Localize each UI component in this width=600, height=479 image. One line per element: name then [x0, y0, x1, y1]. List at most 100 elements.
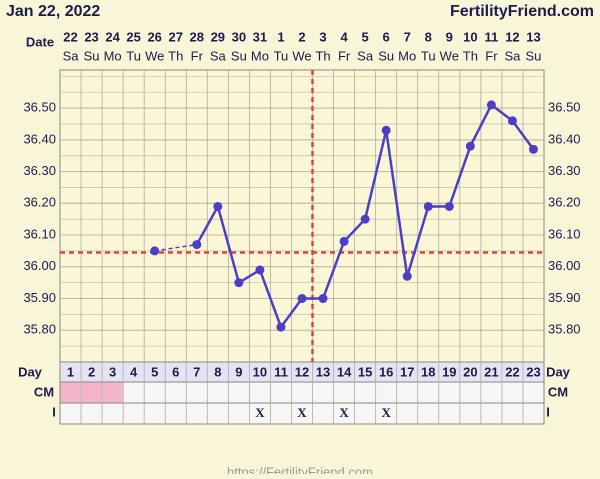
weekday: We — [145, 48, 164, 63]
temperature-point — [465, 141, 475, 151]
date: 28 — [190, 29, 204, 44]
temperature-point — [486, 100, 496, 110]
intercourse-mark: X — [255, 405, 265, 420]
date: 24 — [105, 29, 120, 44]
date: 25 — [126, 29, 140, 44]
weekday: Su — [84, 48, 100, 63]
temperature-point — [381, 125, 391, 135]
intercourse-label-right: I — [546, 404, 550, 419]
temperature-point — [507, 116, 517, 126]
date: 31 — [253, 29, 267, 44]
date: 30 — [232, 29, 246, 44]
temperature-point — [297, 294, 307, 304]
intercourse-label: I — [52, 404, 56, 419]
y-tick-label-right: 36.20 — [548, 195, 581, 210]
weekday: Mo — [104, 48, 122, 63]
cm-label: CM — [34, 384, 54, 399]
x-tick-label: 16 — [379, 364, 393, 379]
footer: https://FertilityFriend.com — [227, 464, 373, 474]
temperature-point — [360, 214, 370, 224]
temperature-point — [339, 236, 349, 246]
x-tick-label: 11 — [274, 364, 288, 379]
weekday: We — [292, 48, 311, 63]
weekday: Th — [168, 48, 183, 63]
date: 8 — [425, 29, 432, 44]
x-tick-label: 15 — [358, 364, 372, 379]
x-tick-label: 9 — [235, 364, 242, 379]
date: 6 — [383, 29, 390, 44]
temperature-point — [234, 278, 244, 288]
x-tick-label: 18 — [421, 364, 435, 379]
temperature-point — [192, 240, 202, 250]
y-tick-label: 36.30 — [23, 163, 56, 178]
chart-title: Jan 22, 2022 — [6, 3, 100, 20]
x-tick-label: 21 — [484, 364, 498, 379]
weekday: Sa — [210, 48, 227, 63]
y-tick-label-right: 36.50 — [548, 100, 581, 115]
y-tick-label-right: 36.40 — [548, 131, 581, 146]
intercourse-row — [59, 402, 545, 425]
date: 3 — [319, 29, 326, 44]
date: 22 — [63, 29, 77, 44]
weekday: Sa — [357, 48, 374, 63]
y-tick-label: 36.50 — [23, 100, 56, 115]
weekday: Sa — [504, 48, 521, 63]
weekday: Tu — [126, 48, 141, 63]
y-tick-label-right: 35.90 — [548, 290, 581, 305]
site-name: FertilityFriend.com — [450, 3, 594, 20]
temperature-point — [402, 271, 412, 281]
cm-row — [59, 381, 545, 404]
weekday: Su — [231, 48, 247, 63]
y-tick-label: 36.20 — [23, 195, 56, 210]
weekday: Tu — [421, 48, 436, 63]
x-tick-label: 4 — [130, 364, 138, 379]
x-tick-label: 6 — [172, 364, 179, 379]
date: 5 — [362, 29, 369, 44]
weekday: Th — [463, 48, 478, 63]
y-tick-label: 35.80 — [23, 322, 56, 337]
x-tick-label: 17 — [400, 364, 414, 379]
temperature-point — [150, 246, 160, 256]
temperature-point — [318, 294, 328, 304]
temperature-point — [528, 144, 538, 154]
x-tick-label: 20 — [463, 364, 477, 379]
date-label: Date — [26, 34, 54, 49]
weekday: Mo — [251, 48, 269, 63]
y-tick-label-right: 36.30 — [548, 163, 581, 178]
x-tick-label: 8 — [214, 364, 221, 379]
cm-cell — [81, 382, 102, 403]
date: 13 — [526, 29, 540, 44]
intercourse-mark: X — [381, 405, 391, 420]
y-tick-label-right: 36.00 — [548, 258, 581, 273]
y-tick-label: 36.40 — [23, 131, 56, 146]
weekday: We — [440, 48, 459, 63]
temperature-point — [255, 265, 265, 275]
x-tick-label: 7 — [193, 364, 200, 379]
date: 27 — [169, 29, 183, 44]
y-tick-label-right: 35.80 — [548, 322, 581, 337]
y-tick-label: 36.00 — [23, 258, 56, 273]
date: 4 — [340, 29, 348, 44]
x-tick-label: 13 — [316, 364, 330, 379]
x-tick-label: 22 — [505, 364, 519, 379]
date: 26 — [147, 29, 161, 44]
cm-label-right: CM — [548, 384, 568, 399]
x-tick-label: 14 — [337, 364, 352, 379]
y-tick-label: 36.10 — [23, 226, 56, 241]
intercourse-mark: X — [339, 405, 349, 420]
date: 23 — [84, 29, 98, 44]
x-tick-label: 12 — [295, 364, 309, 379]
x-tick-label: 5 — [151, 364, 158, 379]
temperature-point — [276, 322, 286, 332]
cm-cell — [60, 382, 81, 403]
weekday: Sa — [63, 48, 80, 63]
temperature-point — [213, 201, 223, 211]
weekday: Su — [378, 48, 394, 63]
x-tick-label: 1 — [67, 364, 74, 379]
weekday: Fr — [191, 48, 204, 63]
weekday: Fr — [485, 48, 498, 63]
y-tick-label-right: 36.10 — [548, 226, 581, 241]
temperature-point — [423, 201, 433, 211]
day-label: Day — [18, 364, 43, 379]
date: 9 — [446, 29, 453, 44]
